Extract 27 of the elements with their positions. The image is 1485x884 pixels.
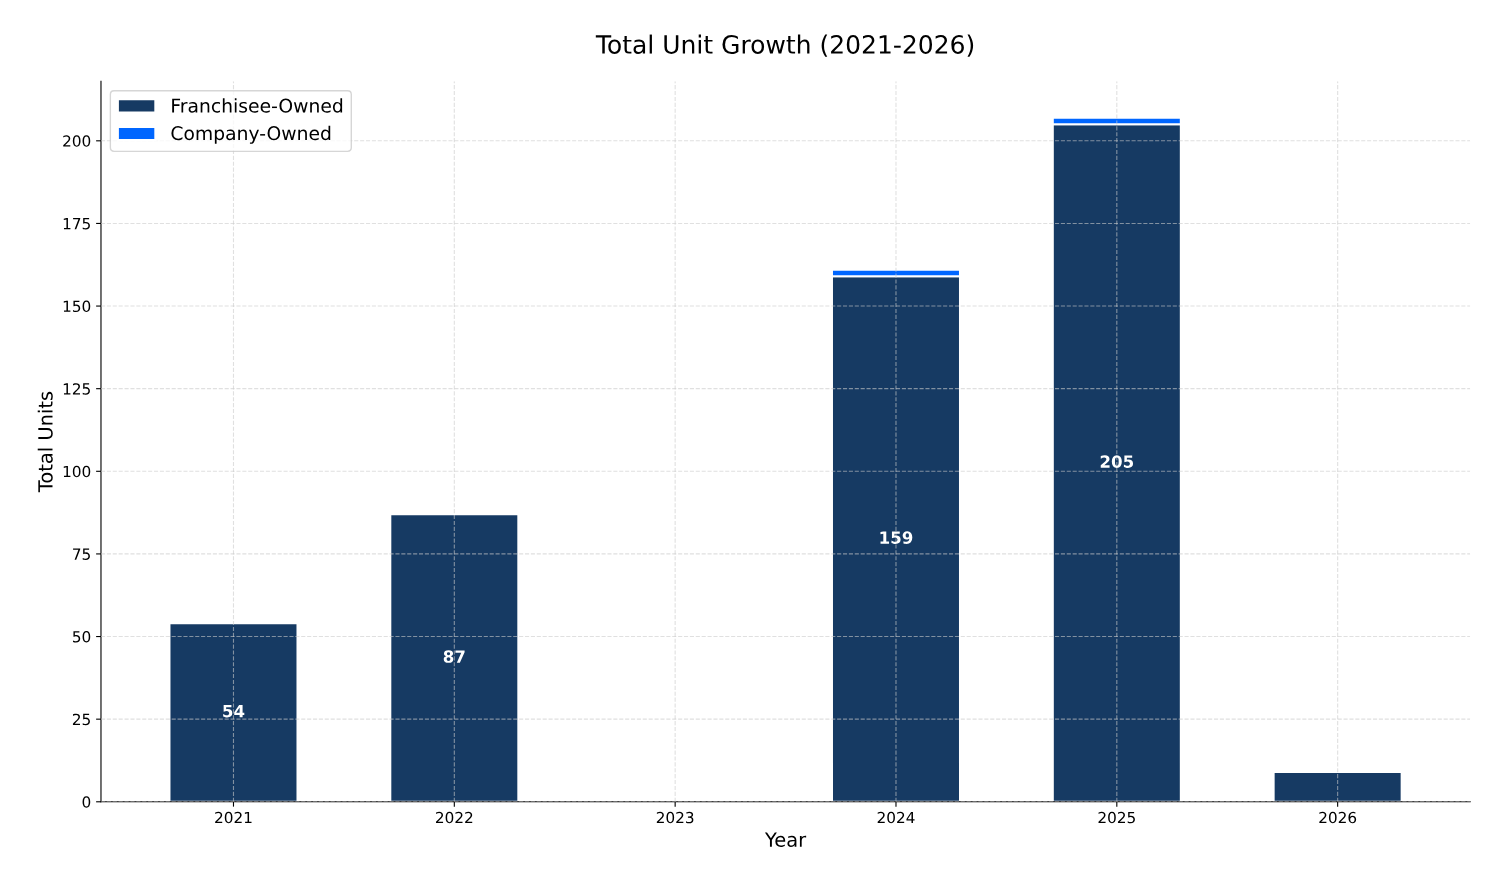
y-tick-label: 100: [63, 465, 91, 478]
bar: [1272, 771, 1403, 802]
bar: [168, 622, 299, 802]
y-axis-title: Total Units: [37, 391, 53, 493]
x-tick-label: 2026: [1319, 811, 1357, 824]
legend-label: Franchisee-Owned: [172, 98, 343, 113]
x-tick-label: 2022: [435, 811, 473, 824]
x-axis-title: Year: [764, 832, 807, 847]
x-tick-label: 2024: [877, 811, 915, 824]
y-tick-label: 125: [63, 383, 90, 395]
x-tick-label: 2023: [656, 811, 694, 824]
data-label: 205: [1100, 455, 1134, 468]
data-label: 54: [223, 705, 245, 718]
y-tick-label: 175: [63, 218, 90, 230]
y-tick-label: 200: [63, 135, 91, 147]
data-label: 87: [443, 650, 465, 663]
y-tick-label: 0: [82, 796, 91, 808]
chart-title: Total Unit Growth (2021-2026): [595, 34, 974, 57]
y-tick-label: 75: [73, 548, 90, 560]
bar: [389, 513, 520, 802]
x-tick-label: 2021: [215, 811, 252, 824]
y-tick-label: 50: [73, 631, 91, 643]
y-tick-label: 150: [63, 300, 91, 313]
y-tick-label: 25: [72, 713, 90, 726]
x-tick-label: 2025: [1098, 811, 1135, 824]
data-label: 159: [880, 531, 913, 544]
legend-label: Company-Owned: [171, 125, 331, 144]
